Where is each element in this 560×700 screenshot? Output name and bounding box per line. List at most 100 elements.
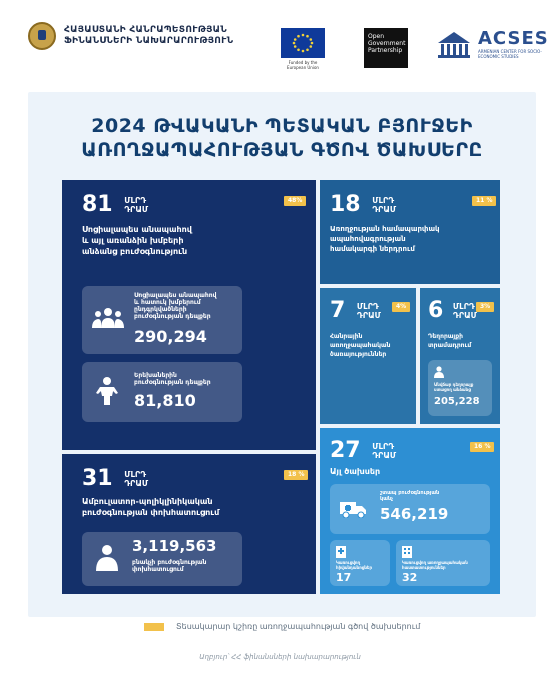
acses-text: ACSES ARMENIAN CENTER FOR SOCIO-ECONOMIC… bbox=[478, 28, 560, 59]
other-card-2: Կառուցվող հիվանդանոցներ 17 bbox=[330, 540, 390, 586]
unit-line-1: ՄԼՐԴ bbox=[356, 302, 379, 311]
other-card-1-line-2: կանչ bbox=[380, 496, 393, 502]
other-amount: 27 ՄԼՐԴ ԴՐԱՄ bbox=[330, 440, 396, 462]
public-health-unit: ՄԼՐԴ ԴՐԱՄ bbox=[357, 302, 381, 320]
insurance-amount-value: 18 bbox=[330, 192, 361, 217]
other-card-3-label: Կառուցվող առողջապահական հաստատություններ bbox=[402, 560, 488, 570]
ministry-logo: ՀԱՅԱՍՏԱՆԻ ՀԱՆՐԱՊԵՏՈՒԹՅԱՆ ՖԻՆԱՆՍՆԵՐԻ ՆԱԽԱ… bbox=[28, 22, 233, 50]
drugs-percent-badge: 3% bbox=[476, 302, 495, 312]
other-card-3-value: 32 bbox=[402, 571, 418, 584]
insurance-caption-line-1: Առողջության համապարփակ bbox=[330, 225, 440, 233]
insurance-percent-badge: 11 % bbox=[472, 196, 497, 206]
other-card-3-line-2: հաստատություններ bbox=[402, 565, 446, 570]
legend-text: Տեսակարար կշիռը առողջապահության գծով ծախ… bbox=[176, 622, 421, 631]
unit-line-1: ՄԼՐԴ bbox=[372, 196, 395, 205]
ministry-name-line-1: ՀԱՅԱՍՏԱՆԻ ՀԱՆՐԱՊԵՏՈՒԹՅԱՆ bbox=[64, 25, 227, 35]
unit-line-1: ՄԼՐԴ bbox=[372, 442, 395, 451]
legend-swatch bbox=[144, 622, 164, 631]
insurance-unit: ՄԼՐԴ ԴՐԱՄ bbox=[372, 196, 396, 214]
drugs-card-label: Անվճար դեղորայք ստացող անձանց bbox=[434, 382, 492, 392]
other-percent-badge: 16 % bbox=[470, 442, 495, 452]
primary-card-value: 3,119,563 bbox=[132, 537, 217, 555]
social-card-2: Երեխաներին բուժօգնության դեպքեր 81,810 bbox=[82, 362, 242, 422]
other-unit: ՄԼՐԴ ԴՐԱՄ bbox=[372, 442, 396, 460]
block-insurance: 18 ՄԼՐԴ ԴՐԱՄ 11 % Առողջության համապարփակ … bbox=[320, 180, 500, 284]
child-icon bbox=[96, 377, 118, 405]
eu-stars-icon bbox=[292, 33, 314, 53]
unit-line-1: ՄԼՐԴ bbox=[452, 302, 475, 311]
primary-caption: Ամբուլատոր-պոլիկլինիկական բուժօգնության … bbox=[82, 496, 219, 518]
unit-line-2: ԴՐԱՄ bbox=[356, 311, 381, 320]
ministry-name: ՀԱՅԱՍՏԱՆԻ ՀԱՆՐԱՊԵՏՈՒԹՅԱՆ ՖԻՆԱՆՍՆԵՐԻ ՆԱԽԱ… bbox=[64, 25, 233, 47]
unit-line-2: ԴՐԱՄ bbox=[124, 205, 149, 214]
source-note: Աղբյուր՝ ՀՀ ֆինանսների նախարարություն bbox=[199, 653, 361, 661]
social-amount: 81 ՄԼՐԴ ԴՐԱՄ bbox=[82, 194, 148, 216]
drugs-caption-line-2: տրամադրում bbox=[428, 342, 472, 349]
social-card-1-value: 290,294 bbox=[134, 327, 207, 346]
primary-unit: ՄԼՐԴ ԴՐԱՄ bbox=[124, 470, 148, 488]
drugs-card-line-2: ստացող անձանց bbox=[434, 387, 471, 392]
acses-subtitle: ARMENIAN CENTER FOR SOCIO-ECONOMIC STUDI… bbox=[478, 49, 542, 59]
drugs-unit: ՄԼՐԴ ԴՐԱՄ bbox=[453, 302, 477, 320]
primary-card-label: բնակչի բուժօգնության փոխհատուցում bbox=[132, 559, 207, 573]
header: ՀԱՅԱՍՏԱՆԻ ՀԱՆՐԱՊԵՏՈՒԹՅԱՆ ՖԻՆԱՆՍՆԵՐԻ ՆԱԽԱ… bbox=[0, 0, 560, 84]
block-primary: 31 ՄԼՐԴ ԴՐԱՄ 18 % Ամբուլատոր-պոլիկլինիկակ… bbox=[62, 454, 316, 594]
drugs-card-value: 205,228 bbox=[434, 396, 480, 407]
public-health-caption-line-1: Հանրային bbox=[330, 333, 363, 340]
other-card-1: շտապ բուժօգնության կանչ 546,219 bbox=[330, 484, 490, 534]
eu-flag-icon bbox=[281, 28, 325, 58]
title-line-1: 2024 ԹՎԱԿԱՆԻ ՊԵՏԱԿԱՆ ԲՅՈՒՋԵԻ bbox=[91, 115, 473, 137]
social-percent-badge: 48% bbox=[284, 196, 307, 206]
public-health-amount-value: 7 bbox=[330, 298, 346, 323]
ogp-logo: Open Government Partnership bbox=[364, 28, 408, 68]
acses-logo: ACSES ARMENIAN CENTER FOR SOCIO-ECONOMIC… bbox=[436, 28, 560, 59]
other-card-3: Կառուցվող առողջապահական հաստատություններ… bbox=[396, 540, 490, 586]
primary-card-line-1: բնակչի բուժօգնության bbox=[132, 559, 207, 566]
drugs-caption: Դեղորայքի տրամադրում bbox=[428, 332, 471, 350]
other-caption: Այլ ծախսեր bbox=[330, 467, 381, 476]
drugs-caption-line-1: Դեղորայքի bbox=[428, 333, 464, 340]
primary-percent-badge: 18 % bbox=[284, 470, 309, 480]
insurance-caption-line-3: համակարգի ներդրում bbox=[330, 245, 415, 253]
social-caption-line-2: և այլ առանձին խմբերի bbox=[82, 236, 184, 245]
primary-amount: 31 ՄԼՐԴ ԴՐԱՄ bbox=[82, 468, 148, 490]
main-panel: 2024 ԹՎԱԿԱՆԻ ՊԵՏԱԿԱՆ ԲՅՈՒՋԵԻ ԱՌՈՂՋԱՊԱՀՈՒ… bbox=[28, 92, 536, 617]
group-people-icon bbox=[92, 308, 124, 328]
social-card-2-label: Երեխաներին բուժօգնության դեպքեր bbox=[134, 372, 238, 386]
block-public-health: 7 ՄԼՐԴ ԴՐԱՄ 4% Հանրային առողջապահական ծառ… bbox=[320, 288, 416, 424]
social-card-1: Սոցիալապես անապահով և հատուկ խմբերում ըն… bbox=[82, 286, 242, 354]
other-card-2-label: Կառուցվող հիվանդանոցներ bbox=[336, 560, 388, 570]
block-drugs: 6 ՄԼՐԴ ԴՐԱՄ 3% Դեղորայքի տրամադրում Անվճա… bbox=[420, 288, 500, 424]
social-card-1-line-4: բուժօգնության դեպքեր bbox=[134, 313, 211, 320]
insurance-caption: Առողջության համապարփակ ապահովագրության հ… bbox=[330, 224, 440, 254]
drugs-amount-value: 6 bbox=[428, 298, 444, 323]
person-icon bbox=[96, 545, 118, 571]
other-card-2-line-1: Կառուցվող bbox=[336, 560, 361, 565]
social-card-2-line-1: Երեխաներին bbox=[134, 372, 177, 379]
unit-line-2: ԴՐԱՄ bbox=[372, 205, 397, 214]
public-health-amount: 7 ՄԼՐԴ ԴՐԱՄ bbox=[330, 300, 381, 322]
drugs-card: Անվճար դեղորայք ստացող անձանց 205,228 bbox=[428, 360, 492, 416]
other-card-2-line-2: հիվանդանոցներ bbox=[336, 565, 373, 570]
person-icon bbox=[434, 366, 444, 378]
building-icon bbox=[402, 546, 412, 558]
public-health-caption-line-3: ծառայություններ bbox=[330, 351, 387, 358]
public-health-percent-badge: 4% bbox=[392, 302, 411, 312]
legend: Տեսակարար կշիռը առողջապահության գծով ծախ… bbox=[144, 622, 420, 631]
primary-caption-line-2: բուժօգնության փոխհատուցում bbox=[82, 508, 220, 517]
social-caption: Սոցիալապես անապահով և այլ առանձին խմբերի… bbox=[82, 224, 192, 257]
ministry-name-line-2: ՖԻՆԱՆՍՆԵՐԻ ՆԱԽԱՐԱՐՈՒԹՅՈՒՆ bbox=[64, 36, 234, 46]
other-card-1-value: 546,219 bbox=[380, 505, 449, 523]
public-health-caption: Հանրային առողջապահական ծառայություններ bbox=[330, 332, 391, 359]
social-caption-line-3: անձանց բուժօգնություն bbox=[82, 247, 188, 256]
insurance-amount: 18 ՄԼՐԴ ԴՐԱՄ bbox=[330, 194, 396, 216]
coat-of-arms-icon bbox=[28, 22, 56, 50]
social-card-2-line-2: բուժօգնության դեպքեր bbox=[134, 379, 211, 386]
drugs-card-line-1: Անվճար դեղորայք bbox=[434, 382, 474, 387]
drugs-amount: 6 ՄԼՐԴ ԴՐԱՄ bbox=[428, 300, 477, 322]
ambulance-icon bbox=[340, 502, 366, 518]
eu-caption: Funded by the European Union bbox=[287, 60, 319, 70]
page-title: 2024 ԹՎԱԿԱՆԻ ՊԵՏԱԿԱՆ ԲՅՈՒՋԵԻ ԱՌՈՂՋԱՊԱՀՈՒ… bbox=[28, 114, 536, 162]
other-card-1-line-1: շտապ բուժօգնության bbox=[380, 490, 440, 496]
